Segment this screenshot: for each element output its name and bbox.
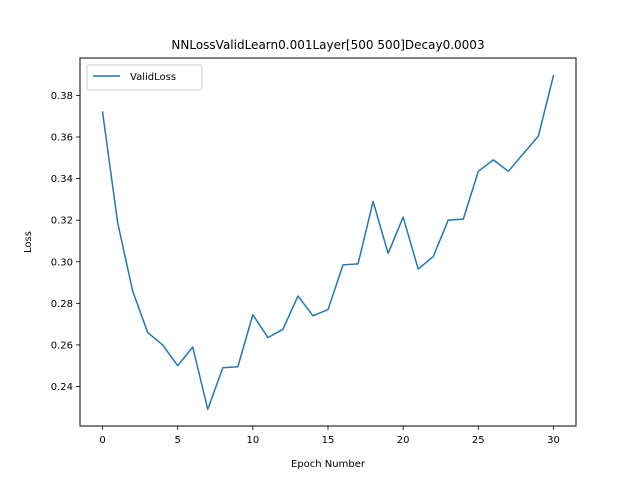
x-axis-label: Epoch Number — [291, 459, 366, 470]
y-tick-label: 0.26 — [51, 340, 73, 351]
series-layer — [101, 74, 555, 411]
x-tick-label: 20 — [397, 435, 410, 446]
series-line-validloss — [101, 74, 555, 411]
y-tick-label: 0.36 — [51, 133, 73, 144]
x-tick-label: 15 — [322, 435, 335, 446]
x-tick-label: 10 — [246, 435, 259, 446]
y-tick-label: 0.28 — [51, 299, 73, 310]
y-tick-label: 0.30 — [51, 257, 73, 268]
y-tick-label: 0.24 — [51, 382, 73, 393]
y-tick-label: 0.34 — [51, 174, 73, 185]
legend-label-validloss: ValidLoss — [130, 72, 176, 83]
x-axis: 0 5 10 15 20 25 30 — [99, 426, 560, 446]
legend: ValidLoss — [86, 64, 203, 91]
y-axis: 0.24 0.26 0.28 0.30 0.32 0.34 0.36 0.38 — [51, 91, 80, 393]
plot-area — [80, 58, 576, 426]
x-tick-label: 5 — [175, 435, 181, 446]
x-tick-label: 0 — [99, 435, 105, 446]
y-tick-label: 0.38 — [51, 91, 73, 102]
x-tick-label: 25 — [472, 435, 485, 446]
x-tick-label: 30 — [547, 435, 560, 446]
y-axis-label: Loss — [23, 231, 34, 253]
chart-title: NNLossValidLearn0.001Layer[500 500]Decay… — [171, 38, 484, 52]
legend-box — [86, 64, 203, 91]
y-tick-label: 0.32 — [51, 216, 73, 227]
